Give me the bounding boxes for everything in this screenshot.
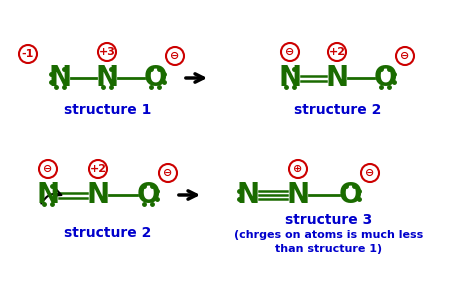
Text: O: O [373, 64, 397, 92]
Text: structure 1: structure 1 [64, 103, 151, 117]
Text: than structure 1): than structure 1) [275, 244, 383, 254]
Text: N: N [286, 181, 310, 209]
Text: +2: +2 [90, 164, 107, 174]
Text: O: O [136, 181, 160, 209]
Text: +3: +3 [99, 47, 116, 57]
Text: N: N [86, 181, 109, 209]
Text: N: N [326, 64, 348, 92]
Text: +2: +2 [328, 47, 346, 57]
Text: ⊖: ⊖ [401, 51, 410, 61]
Text: structure 2: structure 2 [294, 103, 381, 117]
Text: (chrges on atoms is much less: (chrges on atoms is much less [234, 230, 424, 240]
Text: ⊖: ⊖ [164, 168, 173, 178]
Text: N: N [95, 64, 118, 92]
Text: structure 3: structure 3 [285, 213, 373, 227]
Text: structure 2: structure 2 [64, 226, 152, 240]
Text: N: N [278, 64, 301, 92]
Text: ⊖: ⊖ [285, 47, 295, 57]
Text: O: O [143, 64, 167, 92]
Text: ⊖: ⊖ [43, 164, 53, 174]
Text: O: O [338, 181, 362, 209]
Text: N: N [48, 64, 72, 92]
Text: N: N [237, 181, 260, 209]
Text: N: N [36, 181, 60, 209]
Text: ⊖: ⊖ [170, 51, 180, 61]
Text: ⊕: ⊕ [293, 164, 303, 174]
Text: ⊖: ⊖ [365, 168, 374, 178]
Text: -1: -1 [22, 49, 34, 59]
